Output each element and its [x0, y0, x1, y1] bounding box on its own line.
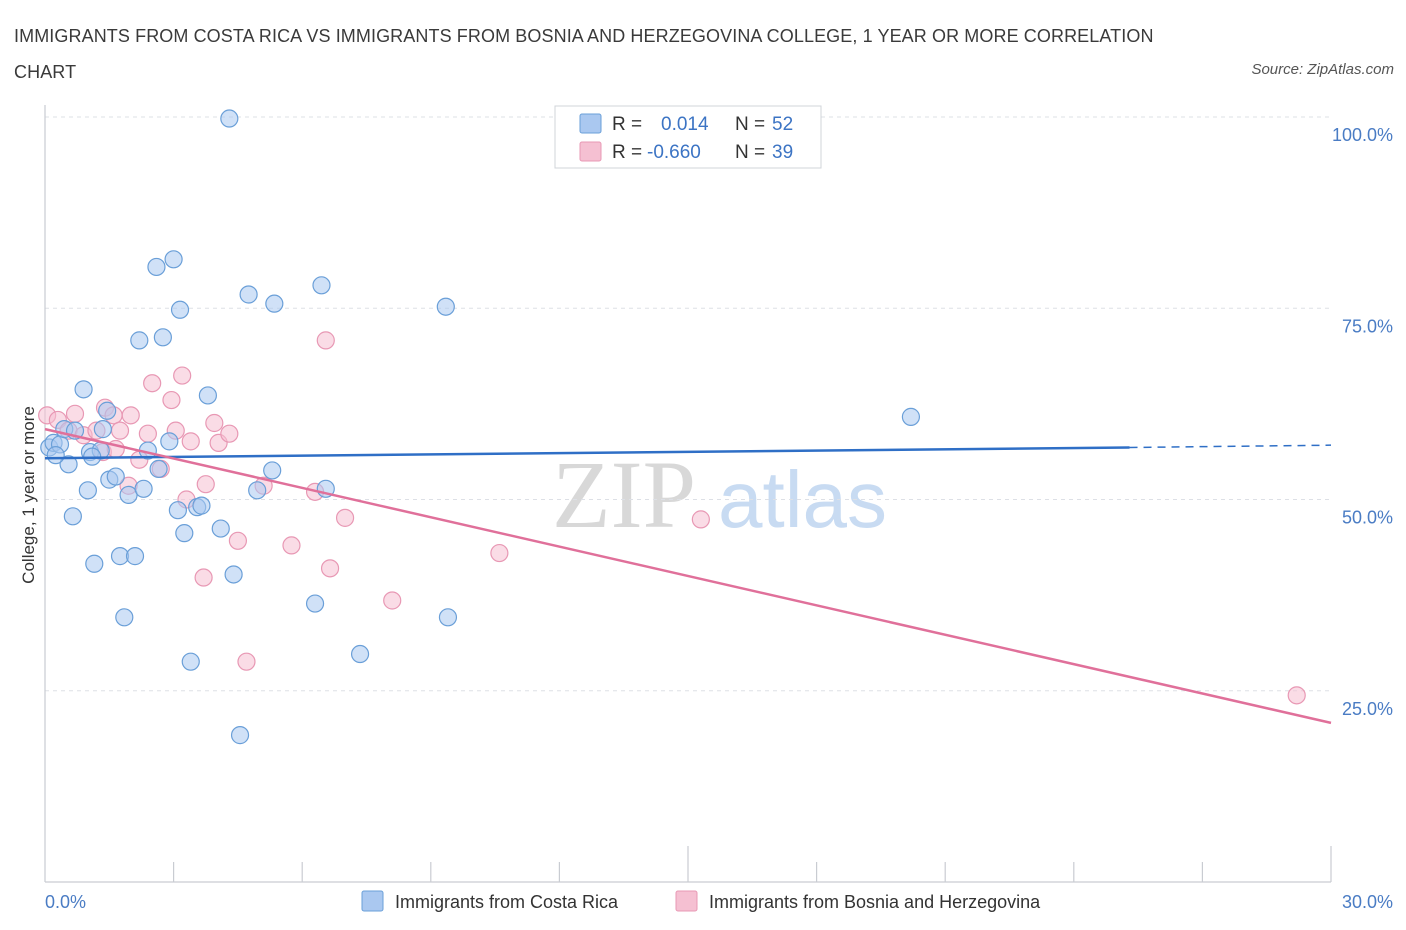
- costa-rica-point-7: [78, 481, 97, 500]
- costa-rica-point-38: [239, 285, 258, 304]
- costa-rica-point-22: [147, 257, 166, 277]
- costa-rica-point-27: [168, 501, 187, 520]
- tick-labels: 100.0% 75.0% 50.0% 25.0% 0.0% 30.0%: [45, 125, 1393, 912]
- source-credit: Source: ZipAtlas.com: [1251, 61, 1394, 78]
- costa-rica-point-30: [181, 652, 200, 671]
- costa-rica-point-34: [211, 519, 230, 538]
- bosnia-point-15: [143, 374, 162, 393]
- costa-rica-point-9: [85, 554, 104, 573]
- correlation-legend: R = 0.014 N = 52 R = -0.660 N = 39: [554, 105, 822, 169]
- costa-rica-point-6: [74, 380, 93, 399]
- costa-rica-point-42: [305, 594, 325, 613]
- legend-swatch-costa-rica: [579, 113, 602, 134]
- costa-rica-point-26: [164, 250, 183, 269]
- legend-n-label-2: N =: [735, 142, 765, 163]
- legend-r-value-2: -0.660: [647, 142, 701, 163]
- costa-rica-point-19: [130, 331, 149, 350]
- bosnia-point-36: [490, 543, 509, 563]
- trend-line-costa-rica: [44, 446, 1130, 460]
- chart-title: IMMIGRANTS FROM COSTA RICA VS IMMIGRANTS…: [14, 26, 1154, 82]
- series-costa-rica-points: [40, 109, 921, 745]
- costa-rica-point-46: [436, 297, 455, 316]
- bottom-legend-label-bosnia: Immigrants from Bosnia and Herzegovina: [709, 892, 1041, 912]
- bosnia-point-34: [335, 508, 355, 527]
- costa-rica-point-16: [115, 608, 134, 627]
- costa-rica-point-25: [160, 432, 179, 451]
- bottom-legend: Immigrants from Costa Rica Immigrants fr…: [361, 890, 1041, 912]
- costa-rica-point-5: [63, 507, 82, 526]
- costa-rica-point-45: [350, 644, 370, 664]
- watermark: ZIP atlas: [552, 441, 887, 548]
- costa-rica-point-48: [901, 407, 921, 426]
- legend-r-label-2: R =: [612, 142, 642, 163]
- costa-rica-point-32: [192, 496, 211, 515]
- bosnia-point-35: [383, 591, 402, 610]
- costa-rica-point-39: [248, 481, 267, 500]
- bottom-legend-label-costa-rica: Immigrants from Costa Rica: [395, 892, 619, 912]
- costa-rica-point-18: [125, 547, 145, 566]
- legend-n-value-1: 52: [772, 114, 793, 135]
- trend-lines: [44, 427, 1332, 725]
- y-tick-label-50: 50.0%: [1342, 508, 1393, 528]
- bosnia-point-33: [320, 559, 340, 578]
- costa-rica-point-40: [265, 294, 284, 313]
- gridlines: [45, 116, 1331, 692]
- costa-rica-point-11: [93, 420, 112, 439]
- bosnia-point-22: [194, 568, 213, 587]
- bosnia-point-30: [282, 536, 301, 555]
- costa-rica-point-24: [153, 328, 172, 347]
- costa-rica-point-14: [106, 467, 125, 486]
- bosnia-point-38: [1287, 686, 1306, 705]
- legend-r-label-1: R =: [612, 114, 642, 135]
- legend-r-value-1: 0.014: [661, 114, 709, 135]
- x-tick-label-min: 0.0%: [45, 892, 86, 912]
- y-tick-label-25: 25.0%: [1342, 699, 1393, 719]
- bosnia-point-27: [228, 531, 247, 550]
- costa-rica-point-47: [438, 608, 458, 627]
- trend-line-costa-rica-extension: [1129, 444, 1332, 449]
- costa-rica-point-12: [98, 401, 117, 420]
- bosnia-point-10: [110, 421, 130, 440]
- bosnia-point-28: [237, 652, 256, 671]
- bosnia-point-32: [316, 331, 335, 350]
- bosnia-point-17: [162, 390, 181, 410]
- costa-rica-point-49: [46, 446, 65, 465]
- watermark-atlas: atlas: [718, 455, 887, 544]
- bottom-legend-swatch-bosnia: [675, 890, 698, 912]
- costa-rica-point-28: [170, 300, 190, 319]
- costa-rica-point-23: [149, 459, 168, 478]
- bosnia-point-23: [196, 475, 215, 494]
- costa-rica-point-36: [224, 565, 243, 584]
- trend-line-bosnia: [44, 427, 1332, 725]
- bosnia-point-21: [181, 432, 200, 451]
- bosnia-point-37: [691, 510, 710, 529]
- costa-rica-point-20: [134, 479, 153, 498]
- legend-n-value-2: 39: [772, 142, 793, 163]
- bosnia-point-14: [138, 424, 157, 443]
- costa-rica-point-35: [220, 109, 239, 128]
- costa-rica-point-4: [59, 455, 78, 474]
- x-tick-label-max: 30.0%: [1342, 892, 1393, 912]
- costa-rica-point-37: [230, 726, 250, 745]
- costa-rica-point-43: [312, 276, 331, 295]
- costa-rica-point-33: [198, 386, 217, 405]
- bosnia-point-26: [220, 424, 239, 443]
- legend-n-label-1: N =: [735, 114, 765, 135]
- y-axis-label: College, 1 year or more: [19, 406, 38, 584]
- bosnia-point-12: [121, 406, 140, 425]
- bosnia-point-19: [173, 366, 192, 385]
- bottom-legend-swatch-costa-rica: [361, 890, 384, 912]
- y-tick-label-100: 100.0%: [1332, 125, 1393, 145]
- costa-rica-point-41: [263, 461, 282, 480]
- bosnia-point-3: [65, 404, 85, 423]
- legend-swatch-bosnia: [579, 141, 602, 162]
- costa-rica-point-29: [175, 524, 194, 543]
- watermark-zip: ZIP: [552, 441, 696, 548]
- x-axis-ticks: [173, 846, 1332, 882]
- bosnia-point-24: [205, 413, 224, 433]
- y-tick-label-75: 75.0%: [1342, 316, 1393, 336]
